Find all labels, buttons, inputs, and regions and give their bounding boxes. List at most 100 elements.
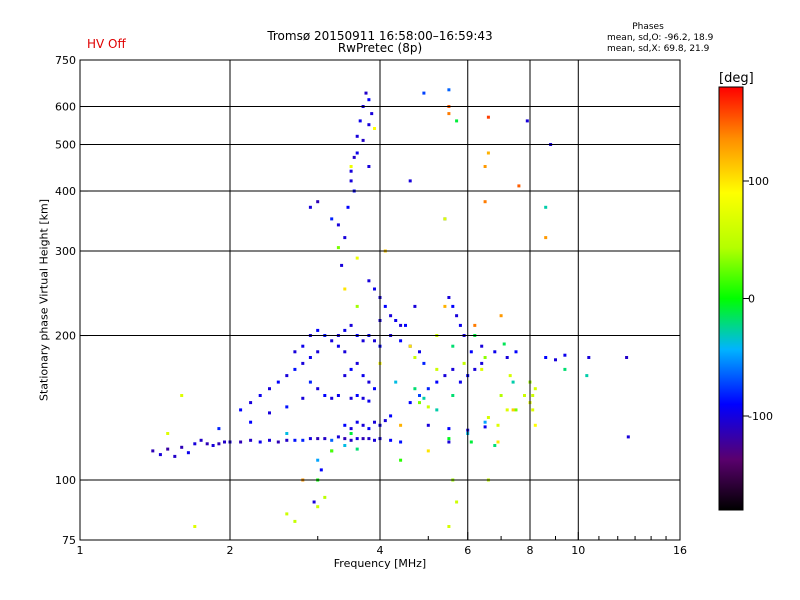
- data-point: [483, 425, 487, 429]
- data-point: [544, 236, 548, 240]
- data-point: [355, 361, 359, 365]
- data-point: [455, 500, 459, 504]
- data-point: [239, 408, 243, 412]
- data-point: [349, 432, 353, 435]
- data-point: [418, 350, 421, 354]
- data-point: [531, 408, 535, 412]
- data-point: [223, 440, 226, 444]
- data-point: [249, 438, 253, 442]
- data-point: [355, 420, 359, 424]
- data-point: [330, 396, 334, 400]
- data-point: [367, 279, 371, 283]
- data-point: [389, 314, 393, 318]
- stats-heading: Phases: [632, 22, 664, 32]
- data-point: [361, 374, 365, 378]
- data-point: [426, 405, 430, 409]
- y-tick-label: 750: [55, 54, 76, 67]
- data-point: [268, 411, 271, 415]
- data-point: [469, 350, 473, 354]
- data-point: [483, 420, 487, 424]
- data-point: [358, 119, 362, 123]
- data-point: [158, 453, 162, 457]
- data-point: [312, 500, 316, 504]
- data-point: [493, 350, 497, 354]
- data-point: [340, 263, 344, 267]
- data-point: [268, 387, 271, 391]
- y-tick-label: 600: [55, 101, 76, 114]
- data-point: [511, 408, 515, 412]
- data-point: [293, 519, 297, 523]
- data-point: [496, 440, 500, 444]
- data-point: [389, 438, 393, 442]
- data-point: [301, 344, 305, 348]
- data-point: [180, 394, 184, 397]
- data-point: [480, 361, 484, 365]
- colorbar-tick-label: -100: [748, 410, 773, 423]
- data-point: [330, 438, 334, 442]
- data-point: [343, 444, 347, 447]
- data-point: [361, 396, 365, 400]
- data-point: [422, 91, 426, 95]
- data-point: [408, 179, 412, 183]
- data-point: [473, 323, 477, 327]
- data-point: [293, 438, 297, 442]
- data-point: [361, 423, 365, 427]
- data-point: [514, 350, 518, 354]
- data-point: [367, 123, 371, 127]
- data-point: [413, 304, 417, 308]
- data-point: [166, 447, 170, 451]
- data-point: [308, 437, 312, 441]
- x-tick-label: 1: [77, 544, 84, 557]
- data-point: [151, 449, 155, 453]
- data-point: [285, 512, 289, 516]
- data-point: [293, 350, 297, 354]
- data-point: [316, 200, 320, 204]
- data-point: [451, 367, 455, 371]
- data-point: [205, 442, 209, 446]
- data-point: [349, 438, 353, 442]
- data-point: [316, 505, 320, 509]
- data-point: [186, 451, 190, 455]
- data-point: [447, 437, 451, 441]
- data-point: [367, 165, 371, 168]
- data-point: [533, 423, 537, 427]
- data-point: [426, 423, 430, 427]
- colorbar-tick-label: 100: [748, 175, 769, 188]
- data-point: [308, 356, 312, 359]
- data-point: [355, 134, 359, 138]
- data-point: [285, 405, 289, 409]
- data-point: [458, 380, 462, 384]
- data-point: [422, 361, 426, 365]
- data-point: [443, 304, 447, 308]
- data-point: [486, 151, 490, 155]
- data-point: [349, 165, 353, 168]
- data-point: [330, 449, 334, 453]
- data-point: [435, 380, 439, 384]
- data-point: [426, 449, 430, 453]
- data-point: [511, 380, 515, 384]
- x-tick-label: 8: [527, 544, 534, 557]
- y-tick-label: 500: [55, 139, 76, 152]
- data-point: [531, 394, 535, 397]
- data-point: [399, 323, 403, 327]
- data-point: [451, 344, 455, 348]
- data-point: [435, 367, 439, 371]
- data-point: [486, 115, 490, 119]
- colorbar-ticks: 100 0 -100: [743, 175, 773, 423]
- data-point: [249, 420, 253, 424]
- data-point: [480, 367, 484, 371]
- data-point: [408, 401, 412, 405]
- data-point: [343, 236, 347, 240]
- data-point: [193, 525, 197, 528]
- data-point: [447, 440, 451, 444]
- y-axis-label: Stationary phase Virtual Height [km]: [37, 198, 51, 402]
- data-point: [455, 119, 459, 123]
- data-point: [426, 387, 430, 391]
- y-tick-label: 100: [55, 474, 76, 487]
- data-point: [293, 367, 297, 371]
- data-point: [554, 358, 557, 362]
- chart-subtitle: RwPretec (8p): [337, 41, 423, 55]
- data-point: [285, 432, 289, 435]
- data-point: [316, 350, 320, 354]
- data-point: [316, 387, 320, 391]
